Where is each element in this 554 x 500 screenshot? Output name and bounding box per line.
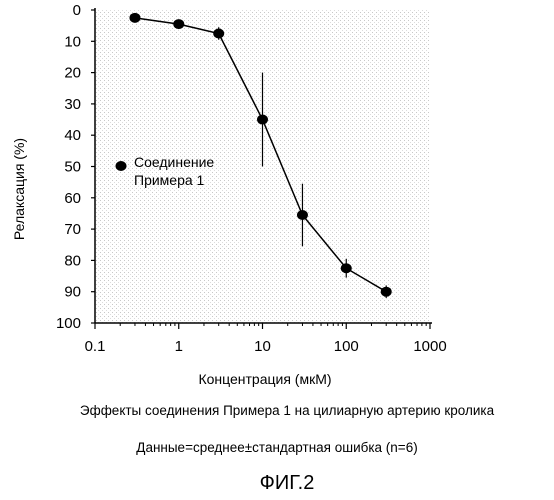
y-tick-label: 0: [73, 2, 81, 19]
data-point: [381, 287, 392, 297]
legend-label: Примера 1: [134, 172, 205, 188]
figure-label: ФИГ.2: [10, 472, 554, 495]
x-tick-label: 10: [254, 338, 271, 355]
y-tick-label: 100: [56, 315, 81, 332]
caption-line-1: Эффекты соединения Примера 1 на цилиарну…: [20, 403, 554, 418]
data-point: [257, 115, 268, 125]
y-tick-label: 50: [64, 159, 81, 176]
y-tick-label: 10: [64, 33, 81, 50]
x-tick-label: 100: [334, 338, 359, 355]
y-tick-label: 40: [64, 127, 81, 144]
x-tick-label: 1000: [413, 338, 446, 355]
data-point: [297, 210, 308, 220]
legend-label: Соединение: [134, 154, 214, 170]
data-point: [213, 28, 224, 38]
legend-marker: [116, 161, 127, 171]
data-point: [129, 13, 140, 23]
y-axis-label: Релаксация (%): [11, 124, 27, 254]
y-tick-label: 30: [64, 96, 81, 113]
data-point: [173, 19, 184, 29]
y-tick-label: 70: [64, 221, 81, 238]
data-point: [341, 263, 352, 273]
y-tick-label: 90: [64, 284, 81, 301]
caption-line-2: Данные=среднее±стандартная ошибка (n=6): [0, 440, 554, 455]
x-tick-label: 1: [175, 338, 183, 355]
x-axis-label: Концентрация (мкМ): [88, 371, 442, 387]
y-tick-label: 80: [64, 252, 81, 269]
y-tick-label: 60: [64, 190, 81, 207]
x-tick-label: 0.1: [85, 338, 106, 355]
y-tick-label: 20: [64, 65, 81, 82]
